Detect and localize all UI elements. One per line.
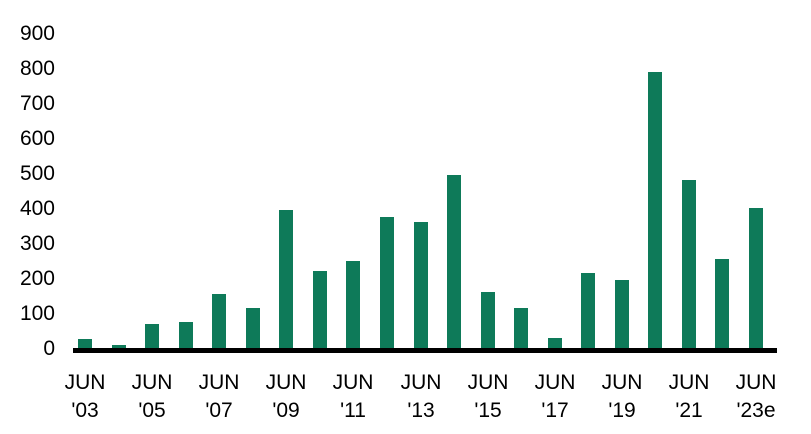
bar [78, 339, 92, 350]
bar [514, 308, 528, 350]
bar [380, 217, 394, 350]
x-tick-label-month: JUN [735, 371, 777, 394]
x-tick-label-month: JUN [400, 371, 442, 394]
y-tick-label: 100 [19, 302, 55, 325]
x-tick-label-month: JUN [534, 371, 576, 394]
x-tick-label: JUN '21 [647, 369, 731, 425]
x-tick-label-month: JUN [467, 371, 509, 394]
bar [682, 180, 696, 350]
bar [615, 280, 629, 350]
bar [581, 273, 595, 350]
x-tick-label: JUN '23e [714, 369, 798, 425]
bar [414, 222, 428, 350]
y-tick-label: 500 [19, 162, 55, 185]
x-tick-label-month: JUN [332, 371, 374, 394]
x-tick-label-month: JUN [131, 371, 173, 394]
x-tick-label: JUN '05 [110, 369, 194, 425]
bar [145, 324, 159, 350]
bar [447, 175, 461, 350]
x-tick-label-year: '17 [541, 399, 569, 422]
x-tick-label: JUN '09 [244, 369, 328, 425]
x-tick-label: JUN '19 [580, 369, 664, 425]
bar [548, 338, 562, 350]
x-tick-label-year: '05 [138, 399, 166, 422]
x-tick-label-year: '19 [608, 399, 636, 422]
x-tick-label: JUN '15 [446, 369, 530, 425]
bar [648, 72, 662, 350]
y-tick-label: 200 [19, 267, 55, 290]
y-tick-label: 700 [19, 92, 55, 115]
x-tick-label: JUN '11 [311, 369, 395, 425]
bar [212, 294, 226, 350]
x-tick-label-year: '13 [407, 399, 435, 422]
x-tick-label: JUN '03 [43, 369, 127, 425]
y-tick-label: 0 [43, 337, 55, 360]
bar [246, 308, 260, 350]
x-tick-label-year: '15 [474, 399, 502, 422]
x-tick-label-year: '03 [71, 399, 99, 422]
bar [112, 345, 126, 350]
bar [481, 292, 495, 350]
x-tick-label-year: '11 [340, 399, 366, 422]
x-tick-label-month: JUN [198, 371, 240, 394]
bar [346, 261, 360, 350]
x-tick-label: JUN '13 [379, 369, 463, 425]
x-tick-label-year: '07 [205, 399, 233, 422]
x-tick-label: JUN '17 [513, 369, 597, 425]
bar [279, 210, 293, 350]
y-tick-label: 400 [19, 197, 55, 220]
bar [715, 259, 729, 350]
y-tick-label: 600 [19, 127, 55, 150]
x-tick-label-year: '21 [675, 399, 703, 422]
x-tick-label-month: JUN [668, 371, 710, 394]
y-tick-label: 300 [19, 232, 55, 255]
y-tick-label: 900 [19, 22, 55, 45]
x-tick-label: JUN '07 [177, 369, 261, 425]
y-tick-label: 800 [19, 57, 55, 80]
x-axis-line [73, 348, 777, 353]
bar [179, 322, 193, 350]
x-tick-label-month: JUN [64, 371, 106, 394]
x-tick-label-year: '23e [736, 399, 776, 422]
bar [749, 208, 763, 350]
bar [313, 271, 327, 350]
x-tick-label-month: JUN [601, 371, 643, 394]
x-tick-label-year: '09 [272, 399, 300, 422]
x-tick-label-month: JUN [265, 371, 307, 394]
